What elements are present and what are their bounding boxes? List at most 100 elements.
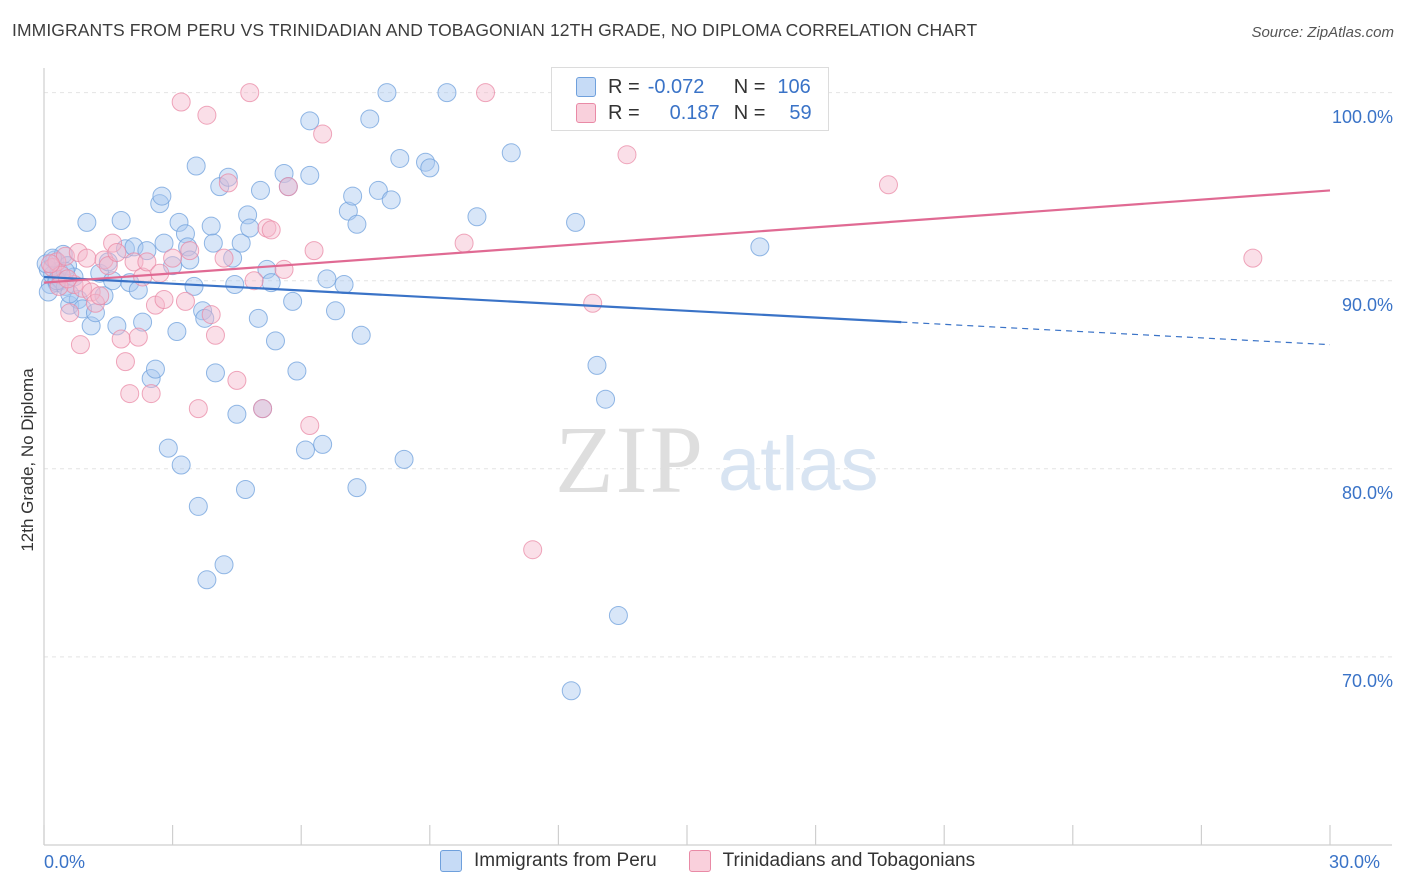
trinidad-point	[141, 384, 161, 404]
trinidad-point	[128, 327, 148, 347]
peru-point	[390, 148, 410, 168]
peru-point	[158, 438, 178, 458]
r-value: -0.072	[647, 75, 705, 98]
peru-point	[261, 273, 281, 293]
peru-swatch	[576, 77, 596, 97]
legend-item-peru[interactable]: Immigrants from Peru	[440, 850, 657, 872]
peru-point	[360, 109, 380, 129]
trinidad-point	[617, 145, 637, 165]
n-value: 106	[777, 75, 811, 98]
peru-point	[343, 186, 363, 206]
peru-point	[201, 216, 221, 236]
trinidad-point	[523, 540, 543, 560]
stats-legend: R = -0.072 N = 106 R = 0.187 N = 59	[551, 67, 829, 131]
x-tick-label-min: 0.0%	[44, 852, 86, 872]
axes	[43, 68, 1392, 846]
peru-point	[334, 274, 354, 294]
trinidad-point	[274, 259, 294, 279]
peru-point	[317, 269, 337, 289]
trinidad-swatch	[576, 103, 596, 123]
peru-point	[214, 555, 234, 575]
peru-point	[195, 308, 215, 328]
trinidad-point	[188, 399, 208, 419]
peru-point	[235, 480, 255, 499]
trinidad-point	[261, 220, 281, 240]
peru-point	[248, 308, 268, 328]
trinidad-point	[253, 399, 273, 419]
peru-point	[188, 496, 208, 516]
trinidad-point	[98, 256, 118, 276]
peru-point	[111, 211, 131, 231]
peru-point	[467, 207, 487, 227]
peru-trend-extension	[901, 321, 1331, 346]
peru-point	[152, 186, 172, 206]
peru-point	[347, 214, 367, 234]
trinidad-point	[205, 325, 225, 345]
peru-point	[124, 237, 144, 257]
peru-point	[265, 331, 285, 351]
peru-point	[325, 301, 345, 321]
trinidad-point	[55, 246, 75, 266]
trinidad-point	[313, 124, 333, 144]
trinidad-point	[304, 241, 324, 261]
peru-point	[167, 322, 187, 341]
trinidad-point	[583, 293, 603, 313]
peru-point	[368, 180, 388, 200]
peru-point	[240, 218, 260, 238]
peru-point	[169, 212, 189, 232]
y-tick-label: 100.0%	[1331, 106, 1393, 127]
trinidad-point	[40, 254, 60, 274]
peru-point	[596, 389, 616, 409]
series-legend: Immigrants from Peru Trinidadians and To…	[440, 850, 1007, 872]
peru-point	[750, 237, 770, 257]
trinidad-point	[278, 177, 298, 197]
peru-point	[287, 361, 307, 381]
peru-point	[587, 355, 607, 375]
trinidad-point	[218, 173, 238, 193]
data-points	[36, 83, 1263, 701]
r-label: R =	[608, 101, 640, 124]
trinidad-point	[214, 248, 234, 268]
peru-point	[501, 143, 521, 163]
trinidad-point	[154, 290, 174, 310]
trinidad-point	[77, 248, 97, 268]
peru-point	[73, 299, 93, 319]
trinidad-point	[878, 175, 898, 195]
trinidad-point	[180, 241, 200, 261]
trinidad-point	[244, 271, 264, 291]
peru-point	[218, 167, 238, 187]
peru-point	[283, 291, 303, 311]
peru-point	[77, 212, 97, 232]
trinidad-point	[300, 416, 320, 436]
peru-point	[141, 369, 161, 389]
chart-title: IMMIGRANTS FROM PERU VS TRINIDADIAN AND …	[12, 20, 978, 40]
peru-point	[420, 158, 440, 178]
peru-point	[227, 404, 247, 424]
peru-point	[133, 312, 153, 332]
trinidad-point	[171, 92, 191, 112]
trend-lines	[43, 189, 1331, 346]
peru-point	[351, 325, 371, 345]
peru-legend-swatch	[440, 850, 462, 872]
peru-point	[186, 156, 206, 176]
peru-trend-line	[43, 275, 902, 324]
trinidad-point	[120, 384, 140, 404]
trinidad-point	[175, 291, 195, 311]
trinidad-trend-line	[43, 189, 1331, 284]
stats-row-trinidad: R = 0.187 N = 59	[576, 101, 812, 125]
trinidad-point	[240, 83, 260, 103]
watermark-atlas: atlas	[718, 422, 879, 507]
trinidad-point	[107, 243, 127, 262]
peru-point	[377, 83, 397, 103]
peru-point	[313, 434, 333, 454]
peru-point	[381, 190, 401, 210]
legend-label-trinidad: Trinidadians and Tobagonians	[722, 850, 976, 871]
legend-item-trinidad[interactable]: Trinidadians and Tobagonians	[688, 850, 976, 872]
peru-point	[203, 233, 223, 253]
trinidad-point	[197, 105, 217, 125]
peru-point	[300, 111, 320, 131]
trinidad-point	[111, 329, 131, 349]
watermark-zip: ZIP	[555, 406, 705, 513]
trinidad-point	[115, 352, 135, 372]
